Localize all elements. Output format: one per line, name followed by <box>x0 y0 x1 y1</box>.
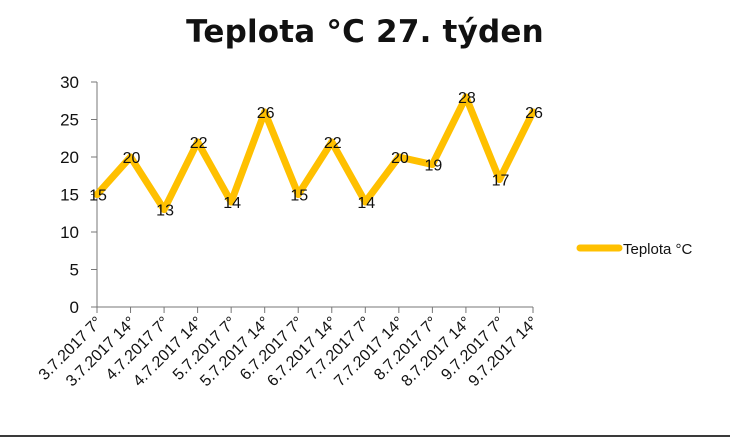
data-label: 22 <box>190 135 208 152</box>
y-tick-label: 15 <box>60 186 79 205</box>
data-point <box>395 153 403 161</box>
legend: Teplota °C <box>576 241 693 258</box>
data-point <box>294 191 302 198</box>
data-point <box>127 153 135 161</box>
series-line <box>93 93 537 213</box>
data-labels: 15 20 13 22 14 26 15 22 14 20 19 28 17 26 <box>89 90 543 220</box>
data-point <box>462 93 470 101</box>
data-point <box>194 138 202 146</box>
y-tick-label: 10 <box>60 223 79 242</box>
data-label: 19 <box>424 158 442 175</box>
data-label: 26 <box>525 105 543 122</box>
bottom-rule <box>0 435 730 437</box>
data-point <box>328 138 336 146</box>
legend-label: Teplota °C <box>623 241 693 258</box>
y-tick-label: 20 <box>60 148 79 167</box>
data-label: 13 <box>156 203 174 220</box>
data-point <box>529 108 537 116</box>
data-label: 28 <box>458 90 476 107</box>
chart-title: Teplota °C 27. týden <box>186 14 544 50</box>
data-point <box>495 176 503 183</box>
data-label: 15 <box>290 188 308 205</box>
data-point <box>428 161 436 168</box>
y-tick-label: 5 <box>70 261 79 280</box>
data-point <box>361 198 369 206</box>
data-point <box>93 191 101 198</box>
data-label: 26 <box>257 105 275 122</box>
data-label: 22 <box>324 135 342 152</box>
y-tick-label: 25 <box>60 111 79 130</box>
y-axis: 0 5 10 15 20 25 30 <box>60 73 98 317</box>
data-point <box>261 108 269 116</box>
data-point <box>227 198 235 206</box>
y-tick-label: 0 <box>70 298 79 317</box>
data-label: 15 <box>89 188 107 205</box>
data-label: 14 <box>357 195 375 212</box>
data-label: 14 <box>223 195 241 212</box>
y-tick-label: 30 <box>60 73 79 92</box>
data-label: 17 <box>492 173 510 190</box>
data-label: 20 <box>391 150 409 167</box>
data-point <box>160 206 168 213</box>
x-axis: 3.7.2017 7°3.7.2017 14°4.7.2017 7°4.7.20… <box>36 306 542 390</box>
series-layer <box>93 93 537 213</box>
data-label: 20 <box>123 150 141 167</box>
